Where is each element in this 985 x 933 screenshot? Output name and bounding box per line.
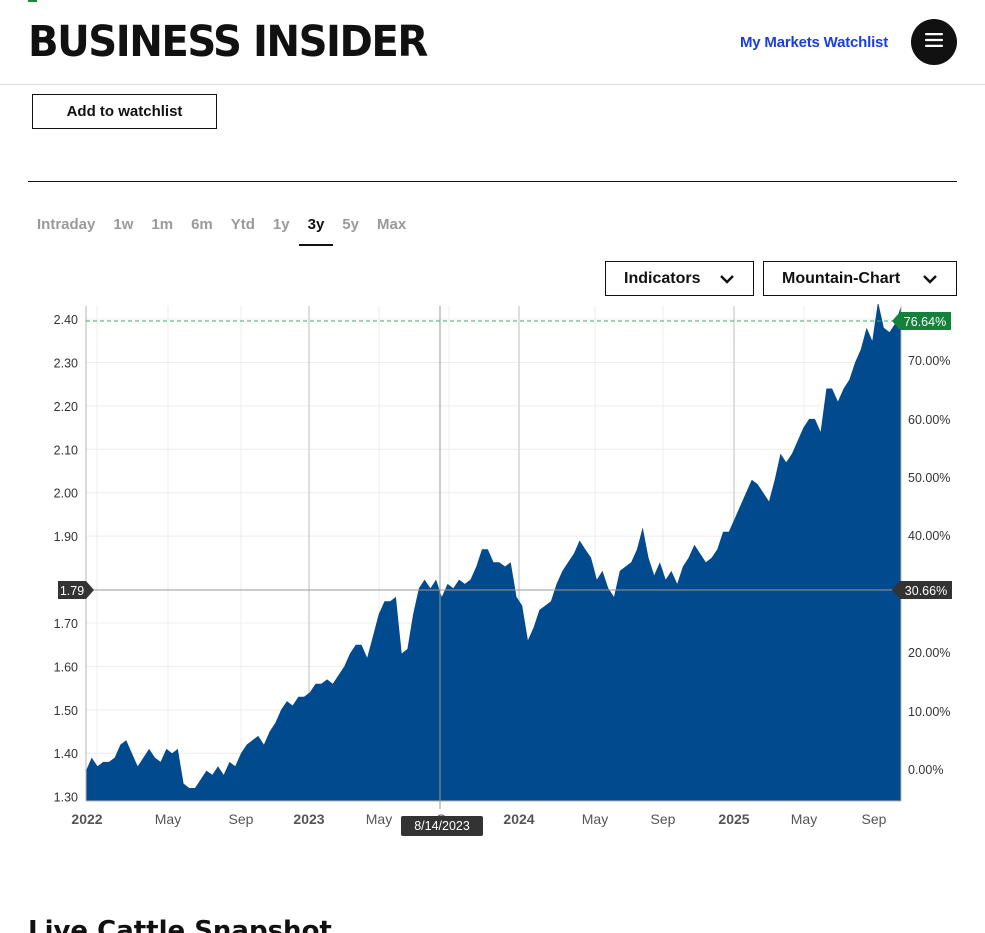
- y-tick-label-right: 10.00%: [908, 705, 950, 719]
- y-tick-label-left: 1.30: [54, 791, 78, 805]
- indicators-label: Indicators: [624, 270, 701, 287]
- chart-type-label: Mountain-Chart: [782, 270, 901, 287]
- section-divider: [28, 181, 957, 182]
- x-tick-label: 2024: [503, 811, 534, 827]
- hamburger-icon: [925, 32, 943, 52]
- last-value-badge: [892, 312, 951, 330]
- chevron-down-icon: [923, 275, 937, 284]
- y-tick-label-left: 1.40: [54, 747, 78, 761]
- range-tabs: Intraday 1w 1m 6m Ytd 1y 3y 5y Max: [28, 212, 415, 248]
- y-tick-label-right: 50.00%: [908, 471, 950, 485]
- y-tick-label-right: 20.00%: [908, 646, 950, 660]
- crosshair-pct-label: 30.66%: [905, 584, 947, 598]
- x-tick-label: Sep: [651, 811, 676, 827]
- x-tick-label: 2023: [293, 811, 324, 827]
- range-tab-1w[interactable]: 1w: [113, 216, 134, 233]
- y-tick-label-left: 1.90: [54, 530, 78, 544]
- range-tab-6m[interactable]: 6m: [191, 216, 213, 233]
- y-tick-label-left: 1.60: [54, 660, 78, 674]
- site-logo[interactable]: BUSINESS INSIDER: [28, 17, 428, 67]
- range-tab-3y[interactable]: 3y: [298, 212, 334, 246]
- y-tick-label-left: 2.40: [54, 313, 78, 327]
- range-tab-max[interactable]: Max: [376, 216, 407, 233]
- chart-svg[interactable]: 2.40 2.30 2.20 2.10 2.00 1.90 1.70 1.60 1.50 1.40…: [28, 304, 957, 844]
- x-tick-label: Sep: [229, 811, 254, 827]
- y-tick-label-right: 70.00%: [908, 354, 950, 368]
- crosshair-pct-badge: [892, 581, 952, 599]
- x-tick-label: 2022: [71, 811, 102, 827]
- snapshot-section-title: Live Cattle Snapshot: [28, 916, 332, 933]
- range-tab-1y[interactable]: 1y: [272, 216, 290, 233]
- x-tick-label: 2025: [718, 811, 749, 827]
- chevron-down-icon: [720, 275, 734, 284]
- y-tick-label-right: 40.00%: [908, 529, 950, 543]
- add-to-watchlist-button[interactable]: Add to watchlist: [32, 94, 217, 129]
- y-tick-label-right: 0.00%: [908, 763, 943, 777]
- menu-button[interactable]: [911, 19, 957, 65]
- y-tick-label-left: 2.30: [54, 356, 78, 370]
- x-tick-label: May: [791, 811, 817, 827]
- x-tick-label: May: [366, 811, 392, 827]
- site-header: BUSINESS INSIDER My Markets Watchlist: [0, 0, 985, 85]
- y-tick-label-left: 1.70: [54, 617, 78, 631]
- chart-type-dropdown[interactable]: Mountain-Chart: [763, 261, 957, 296]
- indicators-dropdown[interactable]: Indicators: [605, 261, 754, 296]
- y-tick-label-left: 1.50: [54, 704, 78, 718]
- crosshair-date-badge: [401, 816, 483, 836]
- y-tick-label-left: 2.20: [54, 400, 78, 414]
- range-tab-5y[interactable]: 5y: [342, 216, 359, 233]
- range-tab-1m[interactable]: 1m: [151, 216, 174, 233]
- x-tick-label: Sep: [862, 811, 887, 827]
- x-tick-label: May: [155, 811, 181, 827]
- price-chart[interactable]: 2.40 2.30 2.20 2.10 2.00 1.90 1.70 1.60 1.50 1.40…: [28, 304, 957, 844]
- markets-watchlist-link[interactable]: My Markets Watchlist: [740, 34, 888, 51]
- y-tick-label-left: 2.00: [54, 487, 78, 501]
- range-tab-ytd[interactable]: Ytd: [230, 216, 255, 233]
- accent-mark: [28, 0, 37, 2]
- y-tick-label-right: 60.00%: [908, 413, 950, 427]
- area-series[interactable]: [86, 304, 901, 801]
- crosshair-date-label: 8/14/2023: [414, 819, 470, 833]
- last-value-label: 76.64%: [904, 315, 946, 329]
- crosshair-y-badge: [58, 581, 94, 599]
- crosshair-y-label: 1.79: [60, 584, 84, 598]
- y-tick-label-left: 2.10: [54, 443, 78, 457]
- x-tick-label: May: [582, 811, 608, 827]
- range-tab-intraday[interactable]: Intraday: [37, 216, 96, 233]
